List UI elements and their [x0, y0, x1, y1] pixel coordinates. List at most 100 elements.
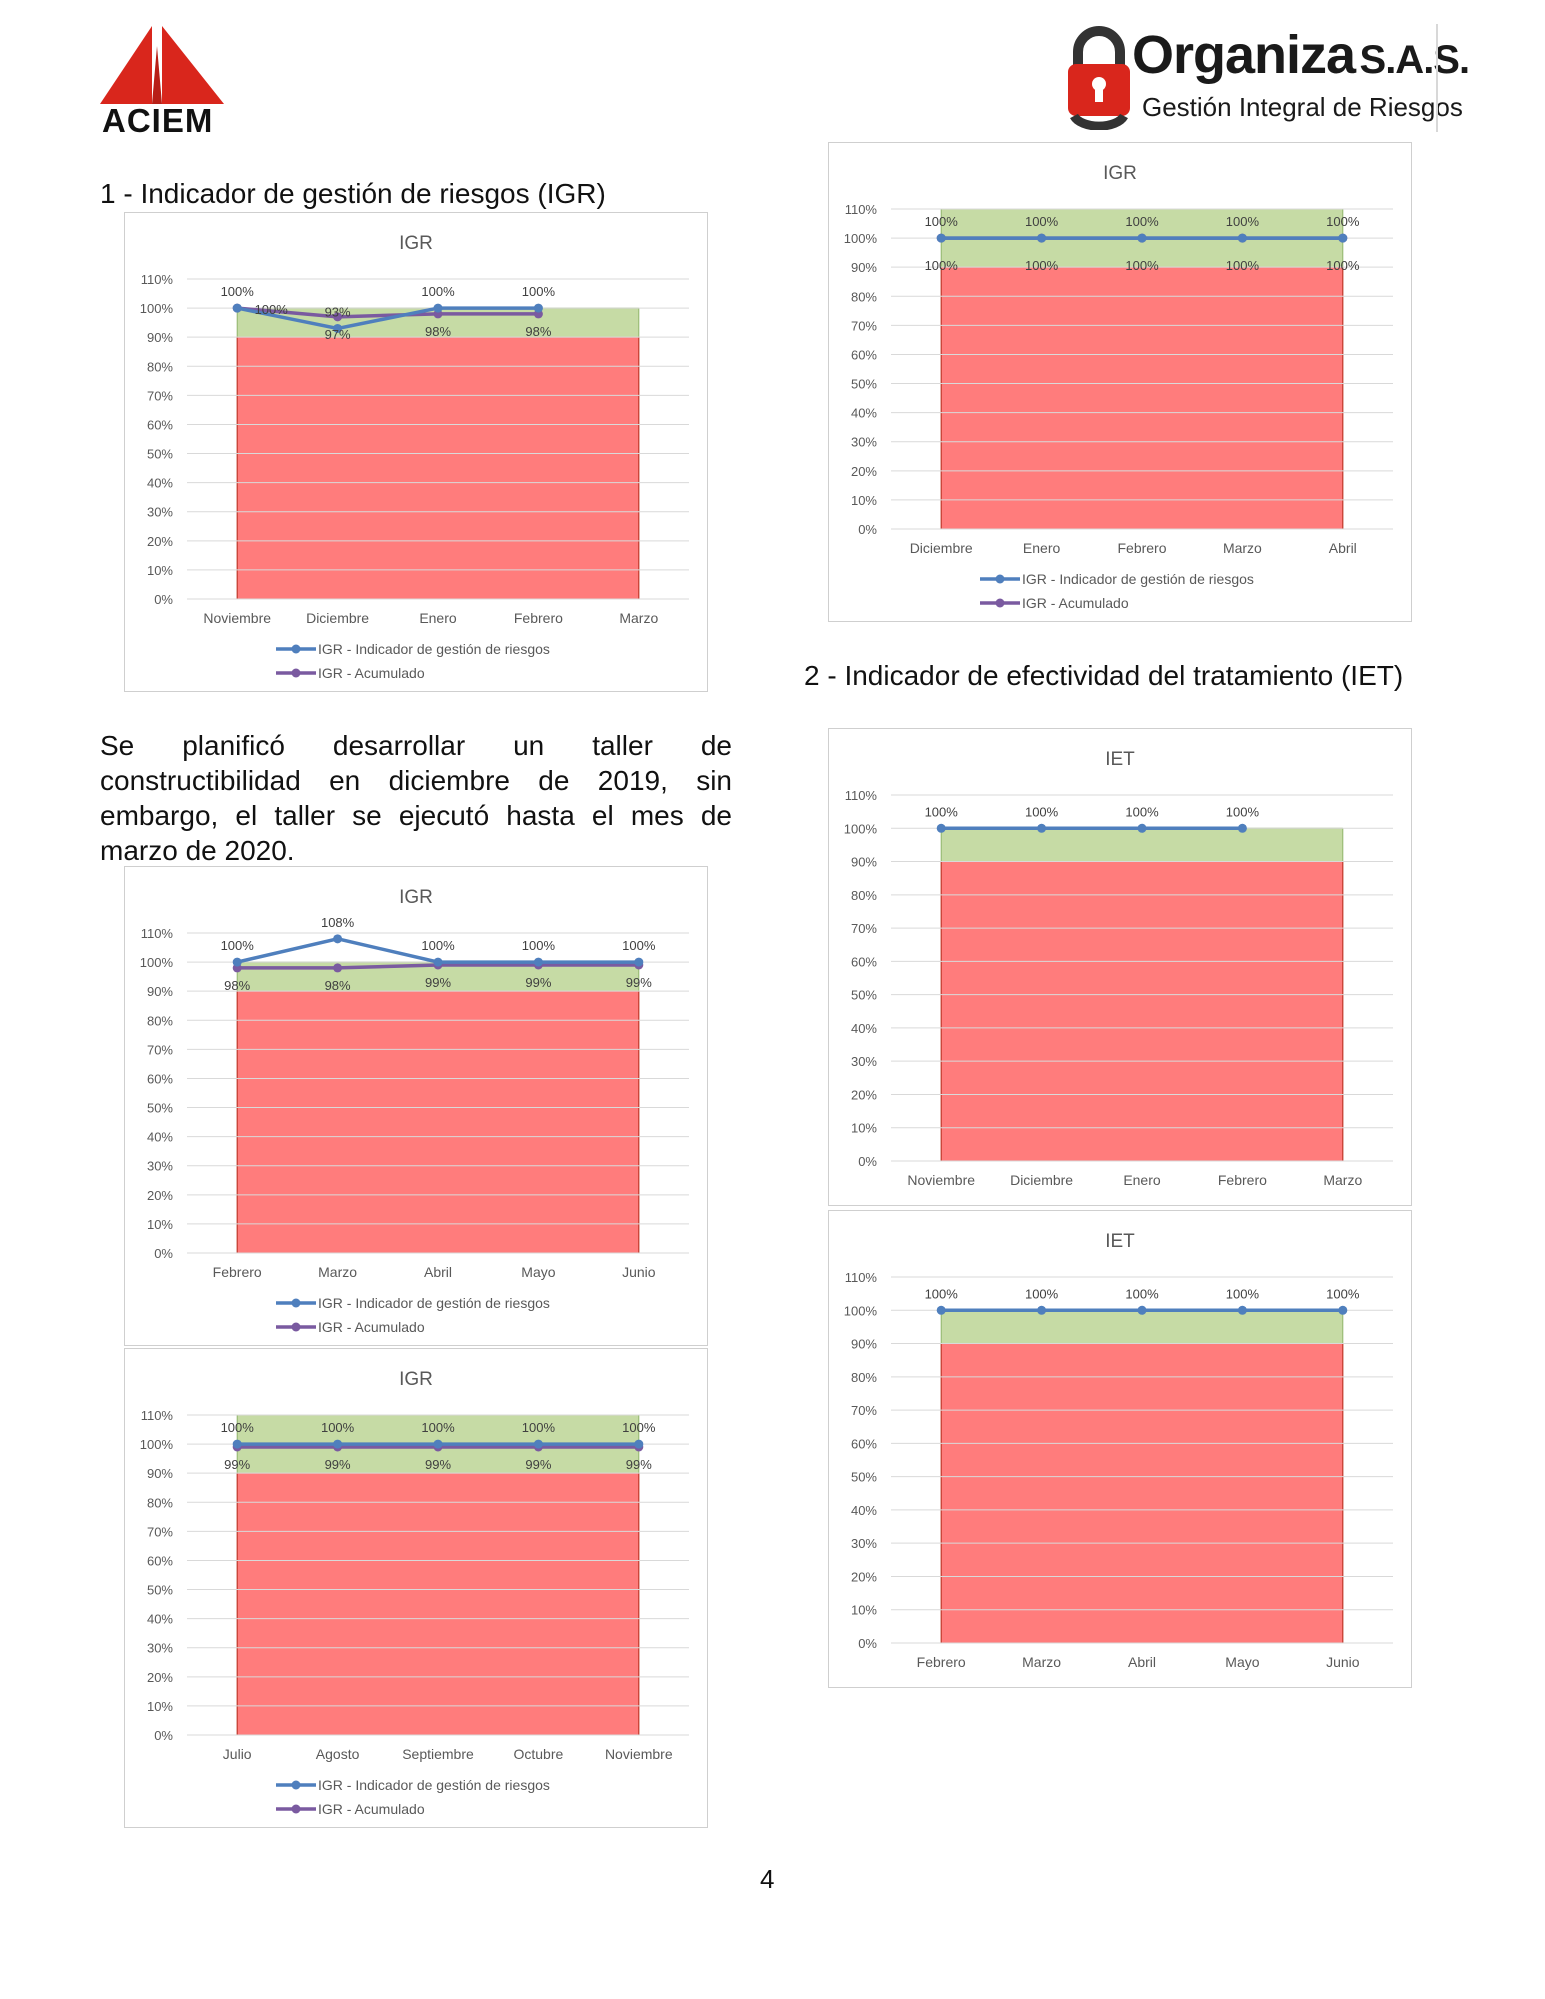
- chart-svg: IET 0% 10% 20% 30% 40% 50% 60% 70% 80% 90% 100% 110%…: [844, 749, 1393, 1188]
- data-point: [232, 957, 242, 967]
- x-tick-label: Febrero: [1218, 1172, 1267, 1188]
- data-point: [634, 957, 644, 967]
- risk-zone-red: [941, 1343, 1343, 1643]
- data-point: [1137, 823, 1147, 833]
- y-tick-label: 80%: [851, 289, 877, 304]
- y-tick-label: 20%: [851, 464, 877, 479]
- y-tick-label: 80%: [851, 888, 877, 903]
- x-tick-label: Marzo: [1223, 540, 1262, 556]
- y-tick-label: 60%: [851, 347, 877, 362]
- data-point: [232, 1439, 242, 1449]
- chart-svg: IGR 0% 10% 20% 30% 40% 50% 60% 70% 80% 90% 100% 110%…: [140, 233, 689, 681]
- y-tick-label: 10%: [851, 493, 877, 508]
- data-label: 100%: [925, 214, 959, 229]
- data-point: [433, 303, 443, 313]
- organiza-suffix: S.A.S.: [1359, 38, 1471, 82]
- data-label: 100%: [221, 938, 255, 953]
- target-zone-green: [941, 1310, 1343, 1344]
- data-label: 99%: [224, 1457, 250, 1472]
- data-point: [936, 1305, 946, 1315]
- data-label: 100%: [1125, 258, 1159, 273]
- y-tick-label: 80%: [147, 359, 173, 374]
- chart-iet-feb-jun: IET 0% 10% 20% 30% 40% 50% 60% 70% 80% 90% 100% 110%…: [828, 1210, 1412, 1688]
- data-label: 108%: [321, 915, 355, 930]
- y-tick-label: 10%: [851, 1603, 877, 1618]
- section2-heading: 2 - Indicador de efectividad del tratami…: [804, 660, 1404, 691]
- x-tick-label: Enero: [1023, 540, 1061, 556]
- organiza-subtitle: Gestión Integral de Riesgos: [1142, 92, 1463, 122]
- y-tick-label: 80%: [851, 1370, 877, 1385]
- data-label: 100%: [522, 1420, 556, 1435]
- y-tick-label: 90%: [851, 855, 877, 870]
- y-tick-label: 60%: [851, 1436, 877, 1451]
- chart-title: IGR: [399, 233, 433, 254]
- data-label: 99%: [525, 1457, 551, 1472]
- chart-svg: IGR 0% 10% 20% 30% 40% 50% 60% 70% 80% 90% 100% 110%…: [140, 1369, 689, 1817]
- data-label: 98%: [525, 324, 551, 339]
- y-tick-label: 110%: [141, 926, 174, 941]
- legend-label: IGR - Indicador de gestión de riesgos: [1022, 571, 1254, 587]
- y-tick-label: 90%: [147, 984, 173, 999]
- y-tick-label: 110%: [845, 1270, 878, 1285]
- body-paragraph: Se planificó desarrollar un taller de co…: [100, 730, 732, 866]
- y-tick-label: 20%: [851, 1087, 877, 1102]
- series-line: [237, 306, 539, 319]
- y-tick-label: 0%: [858, 522, 877, 537]
- y-tick-label: 110%: [141, 1408, 174, 1423]
- data-point: [333, 963, 343, 973]
- y-tick-label: 0%: [858, 1154, 877, 1169]
- x-tick-label: Marzo: [1022, 1654, 1061, 1670]
- y-tick-label: 100%: [140, 1437, 174, 1452]
- y-tick-label: 50%: [851, 988, 877, 1003]
- y-tick-label: 90%: [851, 1337, 877, 1352]
- data-label: 100%: [622, 938, 656, 953]
- y-tick-label: 30%: [147, 1159, 173, 1174]
- y-tick-label: 40%: [851, 1021, 877, 1036]
- y-tick-label: 40%: [147, 1612, 173, 1627]
- x-tick-label: Junio: [1326, 1654, 1360, 1670]
- y-tick-label: 70%: [851, 921, 877, 936]
- legend-label: IGR - Acumulado: [1022, 595, 1129, 611]
- data-label: 93%: [325, 304, 351, 319]
- data-point: [1237, 1305, 1247, 1315]
- chart-igr-jul-nov: IGR 0% 10% 20% 30% 40% 50% 60% 70% 80% 90% 100% 110%…: [124, 1348, 708, 1828]
- data-label: 99%: [425, 975, 451, 990]
- organiza-logo: Organiza S.A.S. Gestión Integral de Ries…: [1064, 24, 1470, 134]
- chart-igr-nov-mar: IGR 0% 10% 20% 30% 40% 50% 60% 70% 80% 90% 100% 110%…: [124, 212, 708, 692]
- y-tick-label: 100%: [140, 301, 174, 316]
- y-tick-label: 70%: [851, 1403, 877, 1418]
- data-label: 100%: [421, 1420, 455, 1435]
- y-tick-label: 30%: [851, 435, 877, 450]
- data-label: 100%: [925, 1286, 959, 1301]
- data-label: 98%: [325, 978, 351, 993]
- data-point: [936, 233, 946, 243]
- data-label: 100%: [221, 284, 255, 299]
- chart-title: IGR: [1103, 163, 1137, 184]
- y-tick-label: 50%: [851, 1470, 877, 1485]
- data-point: [1037, 1305, 1047, 1315]
- y-tick-label: 70%: [851, 318, 877, 333]
- data-label: 100%: [1025, 214, 1059, 229]
- x-tick-label: Febrero: [514, 610, 563, 626]
- x-tick-label: Mayo: [1225, 1654, 1259, 1670]
- x-tick-label: Octubre: [513, 1746, 563, 1762]
- legend-marker: [995, 598, 1005, 608]
- x-tick-label: Noviembre: [907, 1172, 975, 1188]
- y-tick-label: 90%: [851, 260, 877, 275]
- data-point: [936, 823, 946, 833]
- data-point: [1137, 233, 1147, 243]
- data-label: 99%: [626, 1457, 652, 1472]
- y-tick-label: 50%: [851, 377, 877, 392]
- data-point: [433, 1439, 443, 1449]
- y-tick-label: 30%: [851, 1054, 877, 1069]
- x-tick-label: Marzo: [318, 1264, 357, 1280]
- x-tick-label: Diciembre: [306, 610, 369, 626]
- data-point: [1237, 823, 1247, 833]
- data-label: 100%: [255, 302, 289, 317]
- data-label: 100%: [622, 1420, 656, 1435]
- y-tick-label: 20%: [147, 1670, 173, 1685]
- data-label: 100%: [1326, 258, 1360, 273]
- y-tick-label: 80%: [147, 1495, 173, 1510]
- y-tick-label: 50%: [147, 1583, 173, 1598]
- data-label: 100%: [1025, 804, 1059, 819]
